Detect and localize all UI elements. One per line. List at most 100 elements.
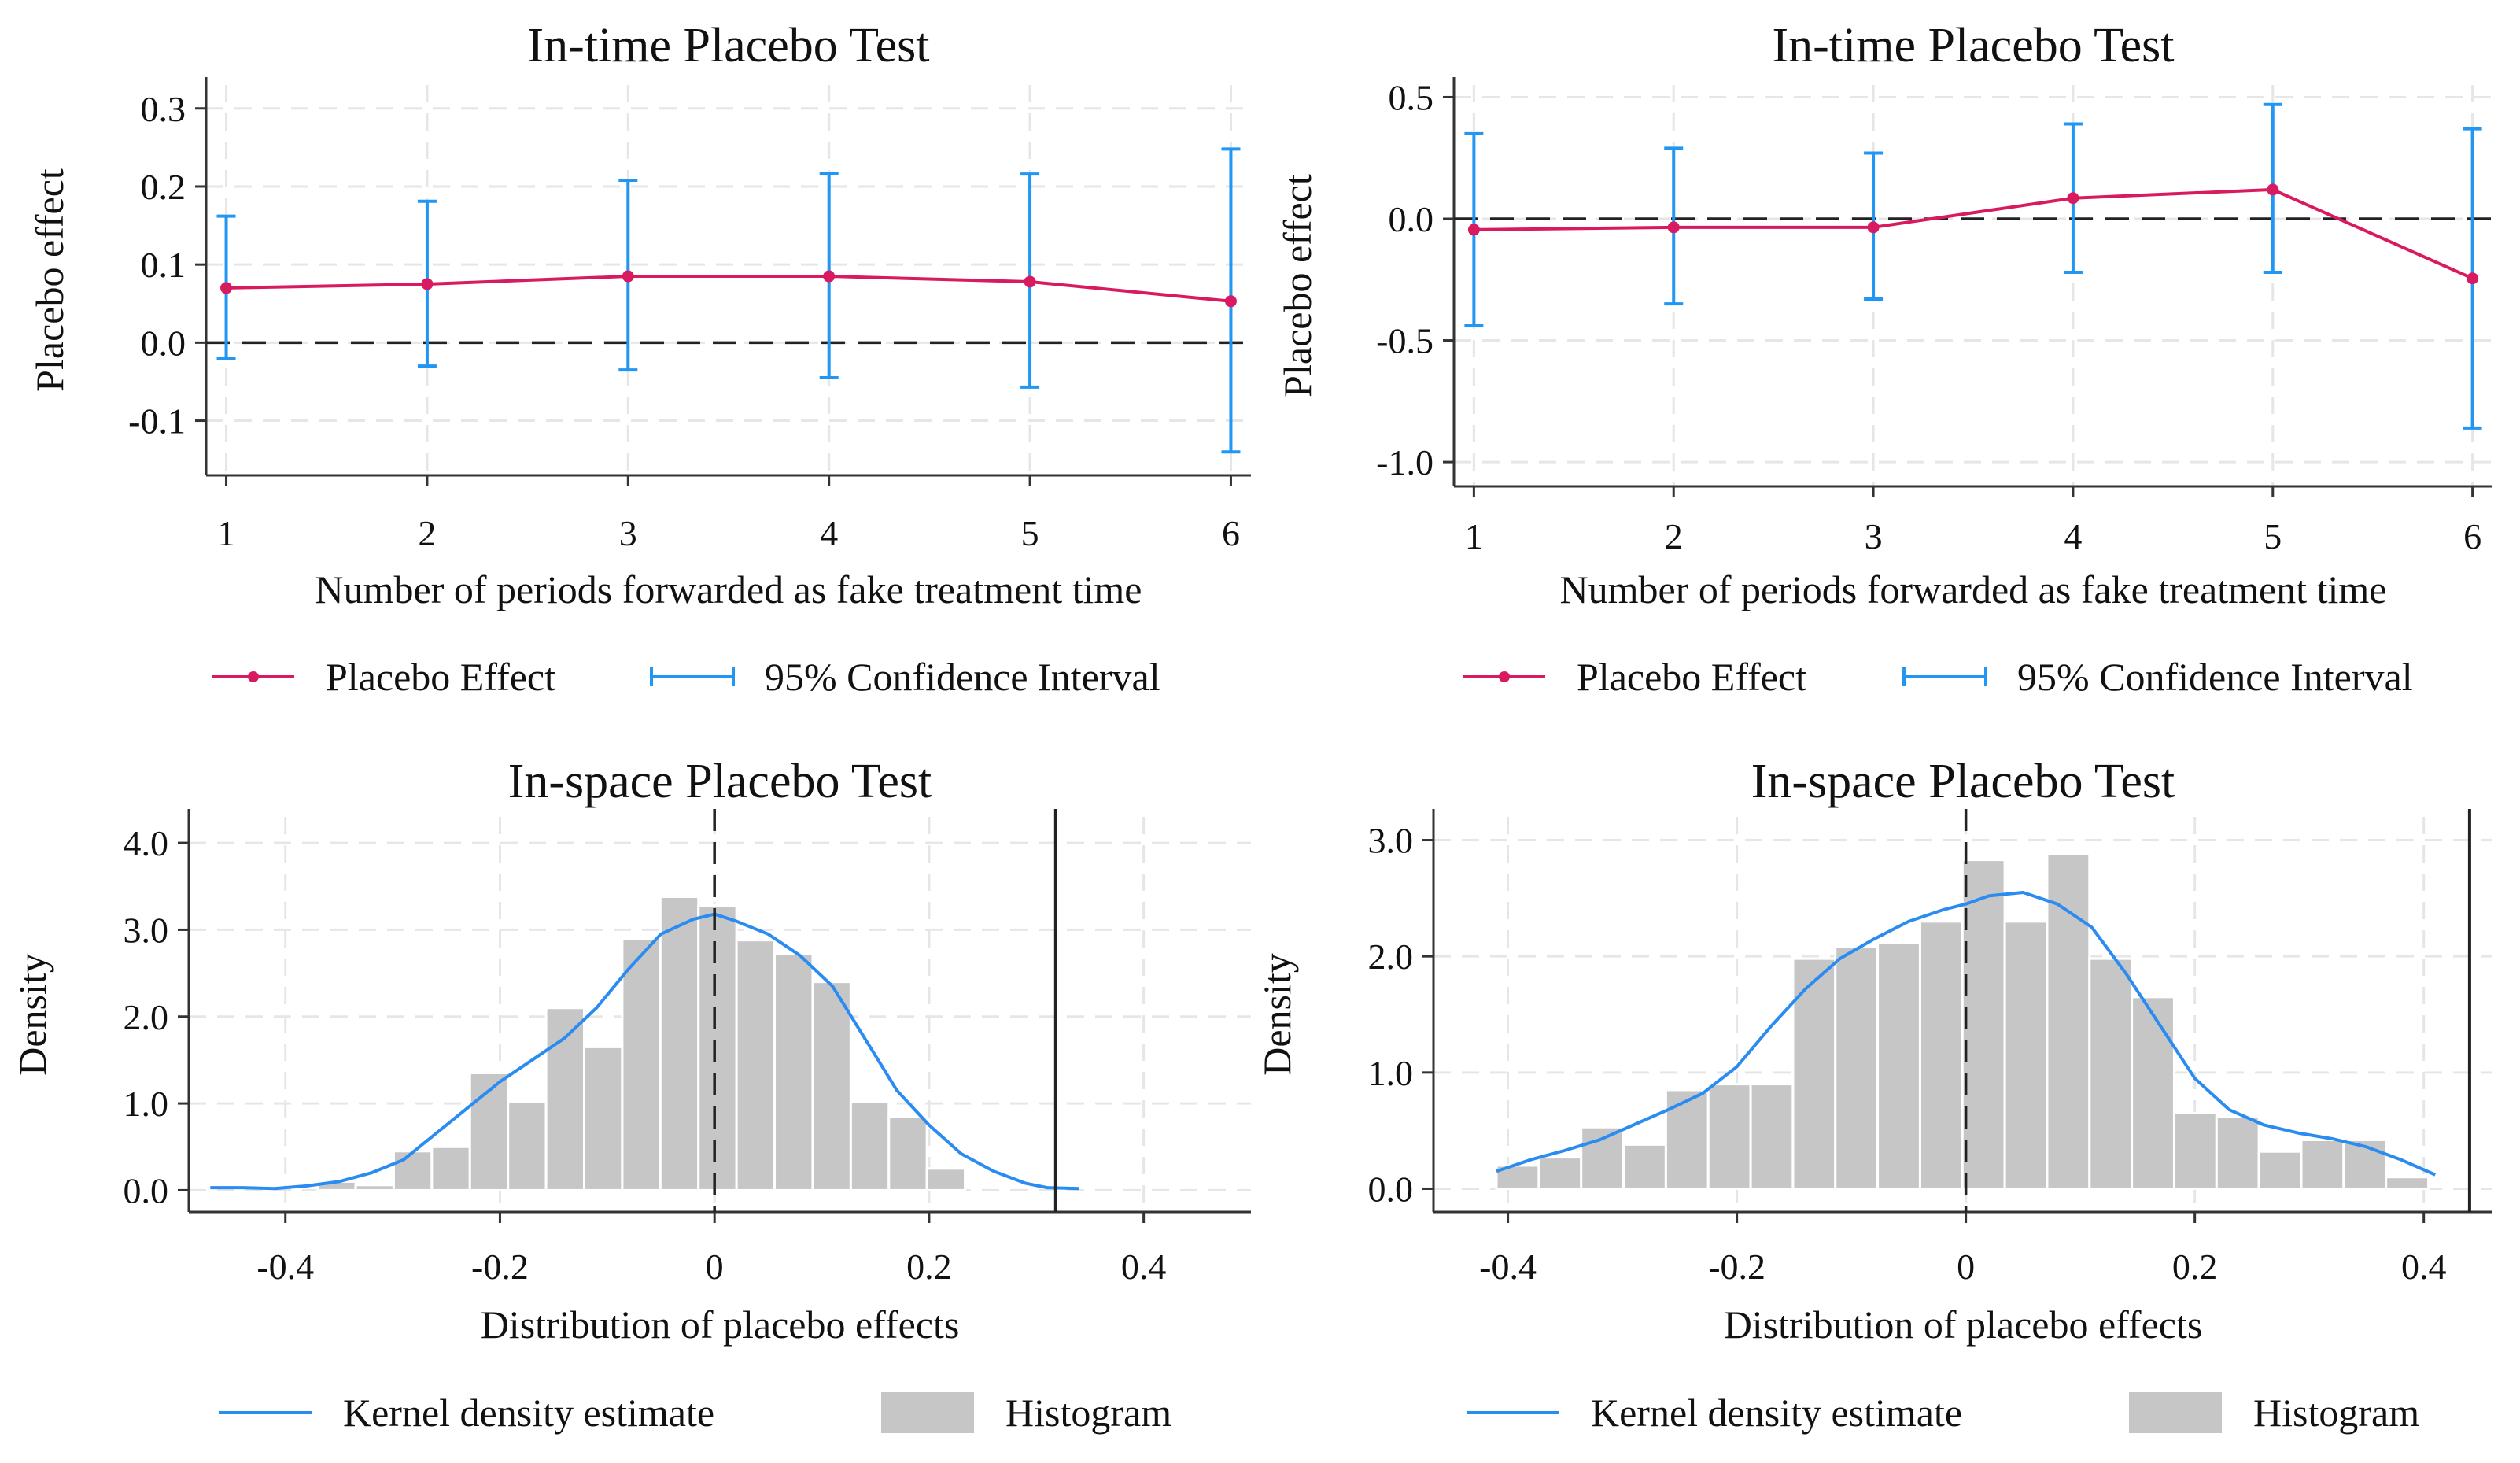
legend-label-histogram: Histogram [2253,1391,2419,1435]
legend-label-kde: Kernel density estimate [343,1391,714,1435]
x-tick-label: 0.2 [906,1247,952,1287]
legend: Placebo Effect 95% Confidence Interval [1463,655,2413,699]
y-axis-label: Placebo effect [28,168,72,392]
x-tick-label: 0 [1957,1247,1975,1287]
histogram-bar [2385,1176,2430,1190]
histogram-bar [849,1100,891,1191]
histogram-bar [1580,1125,1625,1190]
histogram-bar [1834,945,1880,1190]
x-axis-label: Number of periods forwarded as fake trea… [315,567,1142,611]
x-tick-label: 4 [2064,516,2082,556]
placebo-effect-point [1467,224,1480,236]
histogram-bar [430,1145,471,1191]
legend-swatch-histogram [881,1392,974,1433]
legend-label-confidence-interval: 95% Confidence Interval [2017,655,2413,699]
histogram-bar [773,952,814,1191]
histogram-bar [735,939,777,1191]
gridlines [1454,85,2492,486]
confidence-interval-series [1464,102,2482,430]
chart-title: In-space Placebo Test [508,755,932,808]
histogram-bar [1622,1143,1667,1190]
x-axis-label: Distribution of placebo effects [1724,1302,2203,1347]
x-tick-label: -0.2 [1708,1247,1765,1287]
legend-swatch-histogram [2129,1392,2222,1433]
histogram-bar [887,1115,928,1191]
confidence-interval-series [216,147,1241,454]
y-tick-label: 0.0 [141,323,186,363]
chart-panel-2: In-time Placebo Test -1.0 -0.5 0.0 0.5 1 2 3 4 5 6… [1275,19,2492,699]
x-tick-label: 0.2 [2172,1247,2218,1287]
x-tick-label: 0.4 [1121,1247,1167,1287]
placebo-effect-point [622,270,634,283]
chart-title: In-time Placebo Test [527,19,929,72]
legend-label-placebo-effect: Placebo Effect [1577,655,1806,699]
y-tick-label: 1.0 [1368,1053,1414,1093]
x-tick-label: 5 [1021,513,1039,553]
x-tick-label: 4 [820,513,838,553]
y-axis-label: Placebo effect [1275,174,1319,397]
histogram-bar [811,981,852,1191]
chart-title: In-time Placebo Test [1772,19,2174,72]
placebo-effect-point [1667,221,1680,234]
histogram-bar [583,1045,624,1191]
histogram-bar [2215,1115,2260,1190]
histogram-bar [1749,1083,1795,1190]
x-tick-label: 6 [2463,516,2481,556]
legend-label-confidence-interval: 95% Confidence Interval [765,655,1160,699]
y-tick-label: 0.3 [141,89,186,129]
histogram-bar [1664,1088,1710,1190]
histogram-bar [544,1007,585,1191]
histogram-bar [2003,920,2049,1190]
histogram-bar [2300,1138,2345,1190]
x-tick-label: 3 [619,513,637,553]
x-tick-label: 6 [1222,513,1240,553]
histogram-bar [507,1100,548,1191]
legend: Kernel density estimate Histogram [219,1391,1171,1435]
y-tick-label: 0.1 [141,245,186,285]
y-tick-label: -0.5 [1376,321,1433,361]
kernel-density-curve [210,912,1079,1191]
placebo-effect-point [823,270,836,283]
x-tick-label: 3 [1865,516,1883,556]
legend-marker-placebo-effect [1499,671,1510,682]
y-axis-label: Density [1255,953,1299,1076]
x-tick-label: 1 [1465,516,1483,556]
histogram-bar [697,904,738,1191]
legend-label-kde: Kernel density estimate [1591,1391,1962,1435]
x-tick-label: 2 [1665,516,1683,556]
x-tick-label: 5 [2264,516,2282,556]
histogram-bar [925,1167,967,1191]
histogram-bar [1961,859,2006,1190]
y-tick-label: 0.5 [1389,77,1434,117]
y-tick-label: 0.2 [141,167,186,207]
chart-title: In-space Placebo Test [1751,755,2175,808]
gridlines [189,817,1251,1212]
x-tick-label: -0.4 [256,1247,314,1287]
histogram-bar [1537,1156,1583,1190]
legend-marker-placebo-effect [248,671,259,682]
placebo-effect-point [2467,272,2479,285]
y-tick-label: 4.0 [124,823,169,863]
y-tick-label: 0.0 [1389,199,1434,239]
chart-panel-4: In-space Placebo Test 0.0 1.0 2.0 3.0 -0.4 -0.… [1255,755,2492,1435]
histogram-bar [2131,996,2175,1190]
x-tick-label: 0.4 [2401,1247,2447,1287]
legend-label-placebo-effect: Placebo Effect [326,655,555,699]
histogram-bar [1791,957,1837,1190]
placebo-effect-point [1024,275,1036,288]
x-tick-label: 0 [706,1247,724,1287]
histogram-bar [621,937,662,1191]
x-tick-label: -0.4 [1479,1247,1537,1287]
y-axis-label: Density [10,953,54,1076]
histogram-bars [316,896,967,1191]
histogram-bar [2088,957,2134,1190]
histogram-bar [2257,1150,2303,1190]
placebo-effect-point [2067,192,2079,205]
legend: Placebo Effect 95% Confidence Interval [212,655,1160,699]
histogram-bar [1706,1083,1752,1190]
placebo-effect-line [226,275,1231,303]
y-tick-label: 3.0 [124,910,169,950]
y-tick-label: 2.0 [1368,937,1414,977]
placebo-effect-point [2267,183,2279,196]
